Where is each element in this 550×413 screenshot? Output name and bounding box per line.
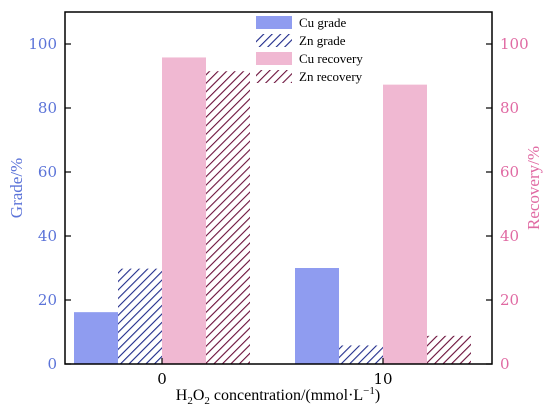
legend-swatch-zn-recovery	[256, 70, 292, 83]
legend-swatch-zn-grade	[256, 34, 292, 47]
x-title-close: )	[375, 387, 380, 404]
y-left-tick-label: 60	[38, 163, 57, 181]
legend-label-cu-recovery: Cu recovery	[299, 51, 363, 66]
plot-frame	[64, 11, 493, 365]
y-left-tick-label: 100	[28, 35, 57, 53]
x-tick-label: 0	[157, 370, 167, 388]
bar-zn-recovery-0	[206, 71, 250, 364]
legend-swatch-cu-grade	[256, 16, 292, 29]
legend-label-zn-recovery: Zn recovery	[299, 69, 363, 84]
bar-cu-recovery-10	[383, 84, 427, 364]
bar-cu-recovery-0	[162, 57, 206, 364]
y-axis-title-left: Grade/%	[7, 158, 26, 218]
y-left-tick-label: 40	[38, 227, 57, 245]
legend-swatch-cu-recovery	[256, 52, 292, 65]
legend: Cu grade Zn grade Cu recovery Zn recover…	[256, 15, 363, 84]
y-right-tick-label: 20	[500, 291, 519, 309]
bar-layer	[74, 57, 471, 364]
x-title-sup: −1	[363, 385, 375, 397]
y-left-tick-label: 0	[47, 355, 57, 373]
x-title-part-text: concentration/(mmol·L	[210, 387, 363, 404]
legend-label-zn-grade: Zn grade	[299, 33, 346, 48]
y-axis-title-right: Recovery/%	[524, 146, 543, 230]
bar-cu-grade-0	[74, 312, 118, 364]
x-axis-title: H2O2 concentration/(mmol·L−1)	[176, 385, 380, 407]
x-tick-label: 10	[373, 370, 392, 388]
y-right-tick-label: 60	[500, 163, 519, 181]
bar-zn-grade-10	[339, 345, 383, 364]
y-left-tick-label: 80	[38, 99, 57, 117]
x-title-sub-2a: 2	[187, 395, 193, 407]
x-title-sub-2b: 2	[204, 395, 210, 407]
x-title-part-h: H	[176, 387, 188, 404]
y-right-tick-label: 100	[500, 35, 529, 53]
bar-zn-grade-0	[118, 268, 162, 364]
bar-zn-recovery-10	[427, 335, 471, 364]
y-right-tick-label: 80	[500, 99, 519, 117]
y-right-tick-label: 40	[500, 227, 519, 245]
y-left-tick-label: 20	[38, 291, 57, 309]
tick-layer: 0 0 20 20 40 40 60 60 80 80 100 100 0 10	[28, 35, 528, 388]
legend-label-cu-grade: Cu grade	[299, 15, 347, 30]
y-right-tick-label: 0	[500, 355, 510, 373]
x-title-part-o: O	[193, 387, 205, 404]
bar-cu-grade-10	[295, 268, 339, 364]
